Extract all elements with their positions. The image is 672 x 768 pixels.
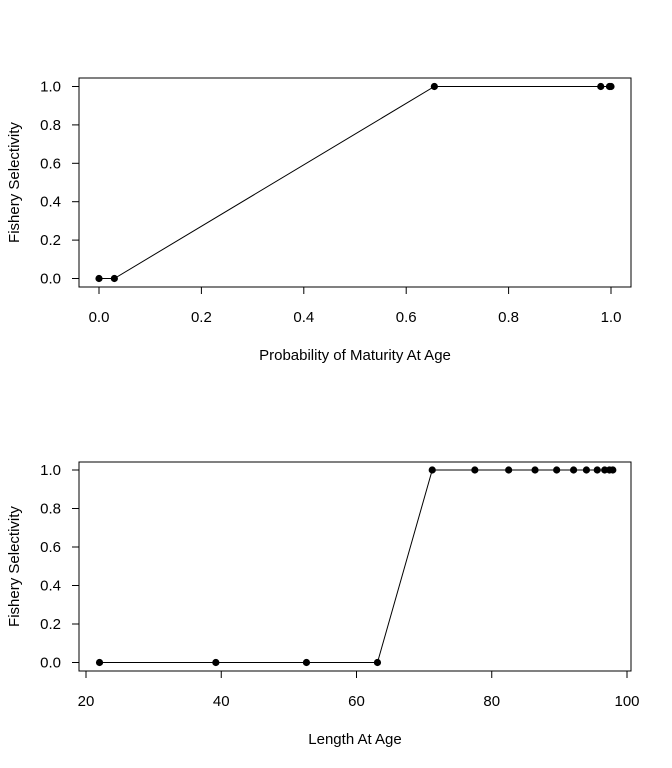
y-tick-label: 0.4	[40, 194, 61, 211]
data-point	[212, 658, 220, 667]
data-point	[428, 466, 436, 474]
data-point	[95, 274, 103, 283]
x-tick-label: 20	[78, 693, 95, 710]
data-point	[373, 658, 382, 667]
y-tick-label: 0.2	[40, 616, 61, 633]
y-axis: 0.0 0.2 0.4 0.6 0.8 1.0	[40, 462, 80, 672]
data-point	[110, 274, 118, 283]
y-tick-label: 0.4	[40, 578, 61, 595]
data-point	[607, 82, 615, 91]
y-axis-title: Fishery Selectivity	[6, 506, 23, 627]
x-axis: 0.0 0.2 0.4 0.6 0.8 1.0	[89, 286, 622, 326]
data-point	[597, 82, 605, 91]
x-tick-label: 1.0	[601, 309, 622, 326]
data-point	[593, 466, 601, 474]
data-point	[569, 466, 578, 474]
y-tick-label: 1.0	[40, 79, 61, 96]
y-tick-label: 0.6	[40, 539, 61, 556]
y-tick-label: 0.0	[40, 271, 61, 288]
y-axis: 0.0 0.2 0.4 0.6 0.8 1.0	[40, 79, 80, 288]
chart-1: 0.0 0.2 0.4 0.6 0.8 1.0 0.0 0.2 0.4 0.6 0.8 1.0 Prob…	[6, 77, 632, 364]
plot-frame	[78, 461, 632, 672]
x-tick-label: 0.6	[396, 309, 417, 326]
y-tick-label: 0.0	[40, 655, 61, 672]
data-point	[95, 658, 104, 667]
x-tick-label: 40	[213, 693, 230, 710]
x-tick-label: 100	[614, 693, 639, 710]
data-point	[582, 466, 591, 474]
y-tick-label: 0.6	[40, 155, 61, 172]
plot-frame	[78, 77, 632, 288]
data-point	[302, 658, 311, 667]
x-axis-title: Probability of Maturity At Age	[259, 347, 451, 364]
y-tick-label: 1.0	[40, 462, 61, 479]
x-tick-label: 80	[483, 693, 500, 710]
x-tick-label: 0.0	[89, 309, 110, 326]
series-line	[99, 469, 613, 663]
series-line	[99, 86, 611, 279]
y-tick-label: 0.8	[40, 117, 61, 134]
x-tick-label: 0.8	[498, 309, 519, 326]
x-tick-label: 60	[348, 693, 365, 710]
data-point	[553, 466, 561, 474]
data-point	[471, 466, 479, 474]
x-tick-label: 0.2	[191, 309, 212, 326]
data-point	[505, 466, 513, 474]
data-point	[609, 466, 617, 474]
chart-2: 20 40 60 80 100 0.0 0.2 0.4 0.6 0.8 1.0 Length At A…	[6, 461, 640, 748]
x-axis-title: Length At Age	[308, 731, 401, 748]
data-point	[430, 82, 438, 91]
y-axis-title: Fishery Selectivity	[6, 122, 23, 243]
x-axis: 20 40 60 80 100	[78, 670, 640, 710]
y-tick-label: 0.8	[40, 501, 61, 518]
y-tick-label: 0.2	[40, 232, 61, 249]
data-point	[531, 466, 539, 474]
x-tick-label: 0.4	[293, 309, 314, 326]
